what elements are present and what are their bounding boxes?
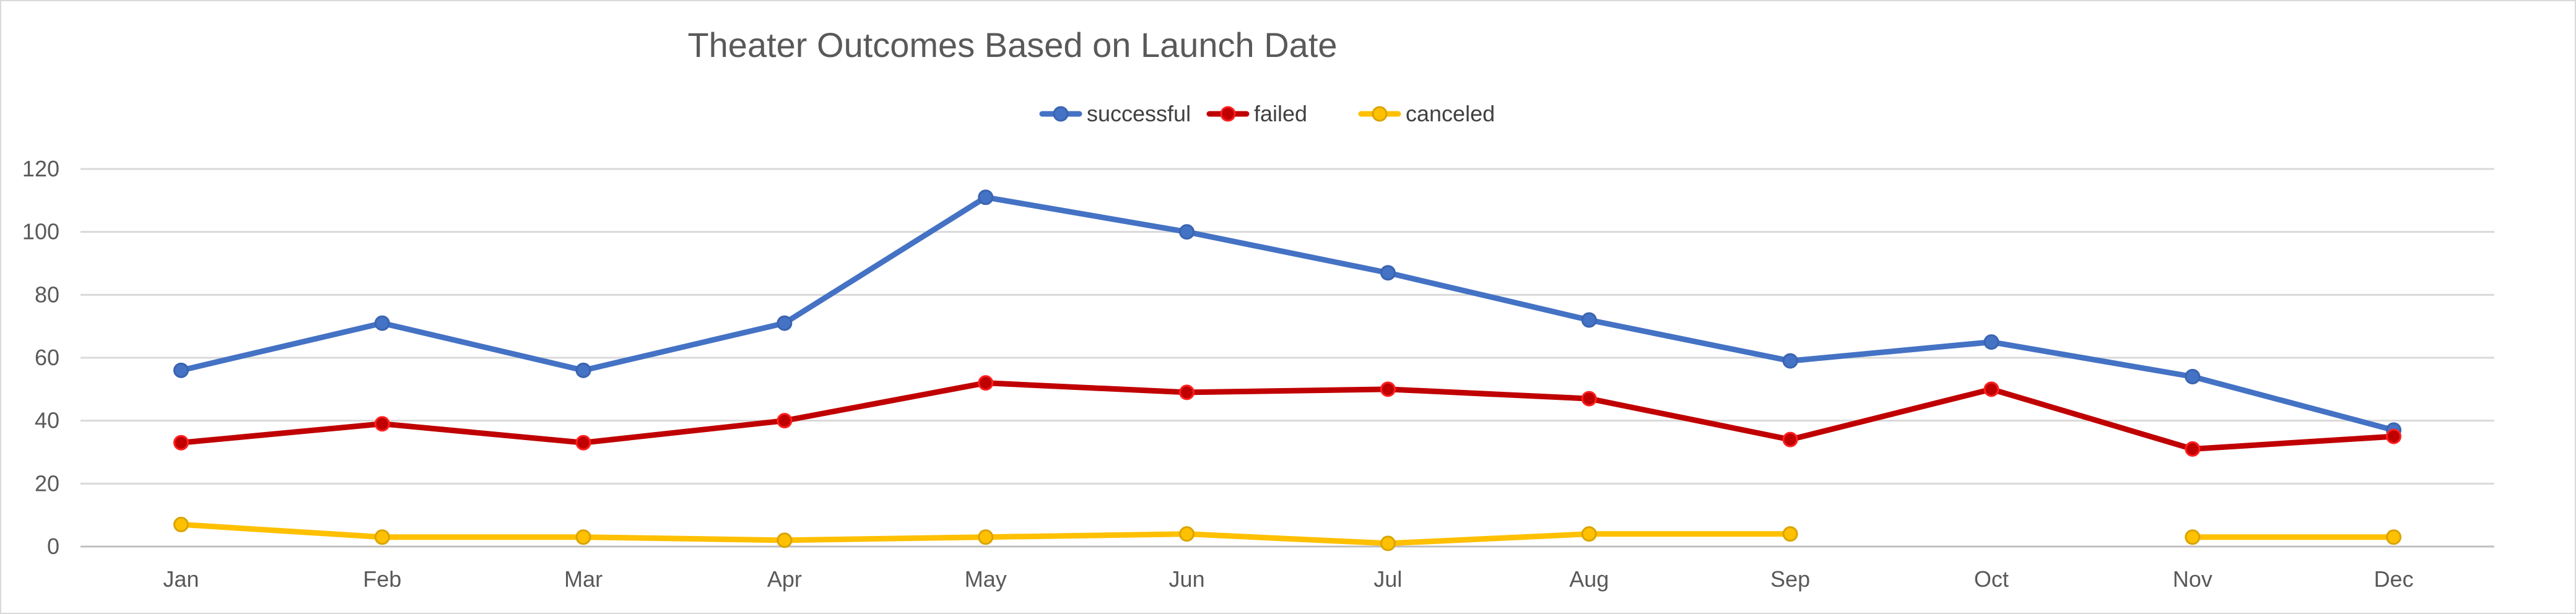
- series-lines: [173, 189, 2402, 551]
- data-point: [374, 315, 390, 331]
- y-tick-label: 40: [35, 408, 59, 433]
- legend: successful failed canceled: [1039, 101, 1495, 126]
- data-point: [2185, 441, 2201, 457]
- series-canceled: [173, 516, 2402, 551]
- series-failed: [173, 375, 2402, 457]
- legend-item: failed: [1206, 101, 1307, 126]
- data-point: [1581, 526, 1597, 542]
- y-tick-label: 0: [47, 534, 59, 559]
- y-tick-label: 120: [22, 156, 59, 181]
- y-tick-label: 60: [35, 345, 59, 370]
- x-tick-label: Sep: [1770, 566, 1810, 592]
- data-point: [575, 362, 591, 378]
- data-point: [1782, 431, 1798, 448]
- data-point: [978, 375, 994, 391]
- data-point: [1380, 535, 1396, 551]
- x-tick-label: Oct: [1974, 566, 2009, 592]
- data-point: [1782, 353, 1798, 369]
- data-point: [374, 529, 390, 545]
- legend-item: successful: [1039, 101, 1191, 126]
- series-line: [178, 380, 2397, 452]
- x-axis-ticks: Jan Feb Mar Apr May Jun Jul Aug Sep Oct Nov Dec: [163, 566, 2413, 592]
- legend-label: failed: [1254, 101, 1307, 126]
- data-point: [777, 315, 793, 331]
- data-point: [2386, 529, 2402, 545]
- data-point: [1581, 312, 1597, 328]
- data-point: [1782, 526, 1798, 542]
- data-point: [575, 529, 591, 545]
- data-point: [1179, 224, 1195, 240]
- chart-title: Theater Outcomes Based on Launch Date: [687, 25, 1337, 64]
- data-point: [173, 516, 189, 532]
- data-point: [1380, 381, 1396, 397]
- x-tick-label: Jun: [1169, 566, 1205, 592]
- x-tick-label: Aug: [1569, 566, 1609, 592]
- y-tick-label: 80: [35, 282, 59, 307]
- x-tick-label: Dec: [2374, 566, 2414, 592]
- data-point: [978, 189, 994, 205]
- data-point: [1983, 381, 1999, 397]
- data-point: [575, 435, 591, 451]
- series-successful: [173, 189, 2402, 438]
- data-point: [777, 413, 793, 429]
- legend-label: canceled: [1406, 101, 1495, 126]
- data-point: [2386, 428, 2402, 444]
- data-point: [1179, 526, 1195, 542]
- data-point: [173, 362, 189, 378]
- data-point: [777, 532, 793, 548]
- data-point: [374, 416, 390, 432]
- y-tick-label: 20: [35, 470, 59, 496]
- x-tick-label: May: [965, 566, 1007, 592]
- data-point: [1581, 391, 1597, 407]
- data-point: [173, 435, 189, 451]
- data-point: [978, 529, 994, 545]
- legend-swatch-marker: [1372, 106, 1388, 122]
- gridlines: [80, 168, 2494, 548]
- data-point: [1179, 384, 1195, 400]
- x-tick-label: Nov: [2173, 566, 2213, 592]
- y-axis-ticks: 0 20 40 60 80 100 120: [22, 156, 59, 559]
- legend-swatch-marker: [1220, 106, 1236, 122]
- x-tick-label: Apr: [767, 566, 802, 592]
- x-tick-label: Jul: [1373, 566, 1402, 592]
- series-line: [178, 194, 2397, 433]
- legend-item: canceled: [1358, 101, 1495, 126]
- x-tick-label: Feb: [363, 566, 401, 592]
- y-tick-label: 100: [22, 219, 59, 244]
- data-point: [1983, 334, 1999, 350]
- data-point: [1380, 265, 1396, 281]
- data-point: [2185, 529, 2201, 545]
- data-point: [2185, 369, 2201, 384]
- legend-label: successful: [1087, 101, 1191, 126]
- legend-swatch-marker: [1053, 106, 1069, 122]
- x-tick-label: Jan: [163, 566, 199, 592]
- x-tick-label: Mar: [564, 566, 603, 592]
